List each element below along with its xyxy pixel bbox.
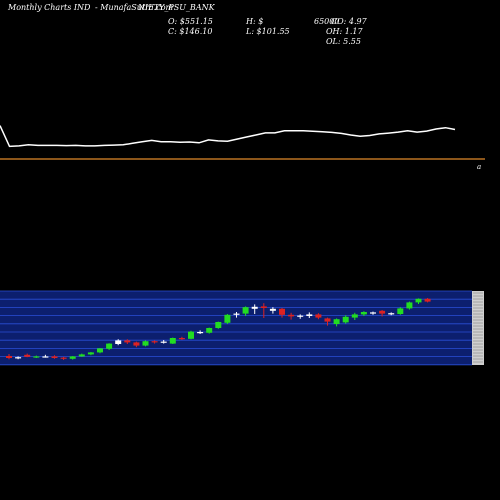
chart-source-label: Monthly Charts IND	[8, 3, 91, 12]
candle-body	[215, 322, 222, 328]
candle-body	[60, 357, 67, 359]
candle-body	[324, 318, 331, 322]
candle-body	[333, 319, 340, 324]
candle-body	[133, 342, 140, 346]
candle-body	[406, 302, 413, 309]
candle-body	[233, 313, 240, 315]
candle-body	[224, 314, 231, 323]
candle-body	[415, 298, 422, 303]
candle-body	[379, 310, 386, 314]
scale-strip	[472, 291, 484, 365]
high-value: H: $	[246, 17, 264, 26]
candle-body	[242, 307, 249, 314]
candle-body	[370, 312, 376, 314]
candle-body	[351, 314, 358, 318]
candle-body	[397, 308, 404, 314]
candle-body	[178, 338, 185, 340]
close-value: C: $146.10	[168, 27, 213, 36]
candle-body	[115, 340, 122, 344]
candle-body	[279, 308, 285, 315]
level-marker: a	[477, 163, 481, 171]
candle-body	[360, 312, 367, 315]
candle-body	[297, 315, 304, 317]
candle-body	[315, 314, 322, 318]
symbol-label: NIFTY_PSU_BANK	[138, 3, 215, 12]
price-line	[0, 125, 456, 148]
open-high-value: OH: 1.17	[326, 27, 363, 36]
candle-body	[142, 341, 149, 346]
candle-body	[51, 356, 58, 358]
open-value: O: $551.15	[168, 17, 213, 26]
change-value: CO: 4.97	[331, 17, 367, 26]
candle-body	[42, 356, 49, 358]
candle-body	[188, 331, 194, 339]
candle-body	[206, 328, 213, 333]
candle-body	[33, 356, 40, 358]
candle-body	[169, 338, 176, 344]
site-label: - MunafaSutra.com	[95, 3, 174, 12]
candle-body	[197, 332, 204, 334]
candle-body	[260, 306, 267, 308]
candle-body	[342, 316, 349, 323]
candle-body	[97, 348, 103, 353]
candle-body	[388, 313, 395, 315]
candle-body	[15, 357, 22, 359]
candle-body	[24, 354, 31, 357]
volume-value: 65000	[314, 17, 340, 26]
candle-body	[151, 341, 158, 343]
low-value: L: $101.55	[246, 27, 290, 36]
candle-body	[306, 314, 313, 316]
candle-body	[6, 356, 12, 358]
candle-body	[424, 298, 431, 302]
candle-body	[251, 306, 258, 309]
candle-body	[288, 314, 295, 317]
candle-body	[106, 343, 113, 349]
candle-body	[124, 340, 131, 343]
candle-body	[69, 356, 76, 359]
candle-body	[160, 341, 167, 343]
candle-body	[87, 352, 94, 355]
candle-band	[0, 291, 472, 365]
candle-body	[269, 308, 276, 311]
candle-body	[78, 354, 85, 357]
open-low-value: OL: 5.55	[326, 37, 361, 46]
